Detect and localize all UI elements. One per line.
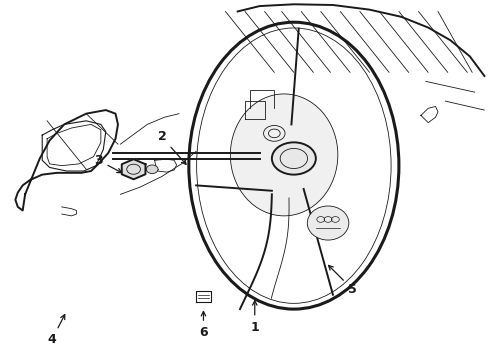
Text: 4: 4 (48, 315, 65, 346)
Ellipse shape (307, 206, 349, 240)
Polygon shape (122, 159, 146, 179)
Circle shape (147, 165, 158, 174)
Text: 6: 6 (199, 311, 208, 339)
Text: 2: 2 (158, 130, 186, 164)
Circle shape (272, 142, 316, 175)
Text: 3: 3 (94, 154, 122, 173)
Text: 5: 5 (329, 265, 357, 296)
Text: 1: 1 (250, 301, 259, 333)
Ellipse shape (230, 94, 338, 216)
